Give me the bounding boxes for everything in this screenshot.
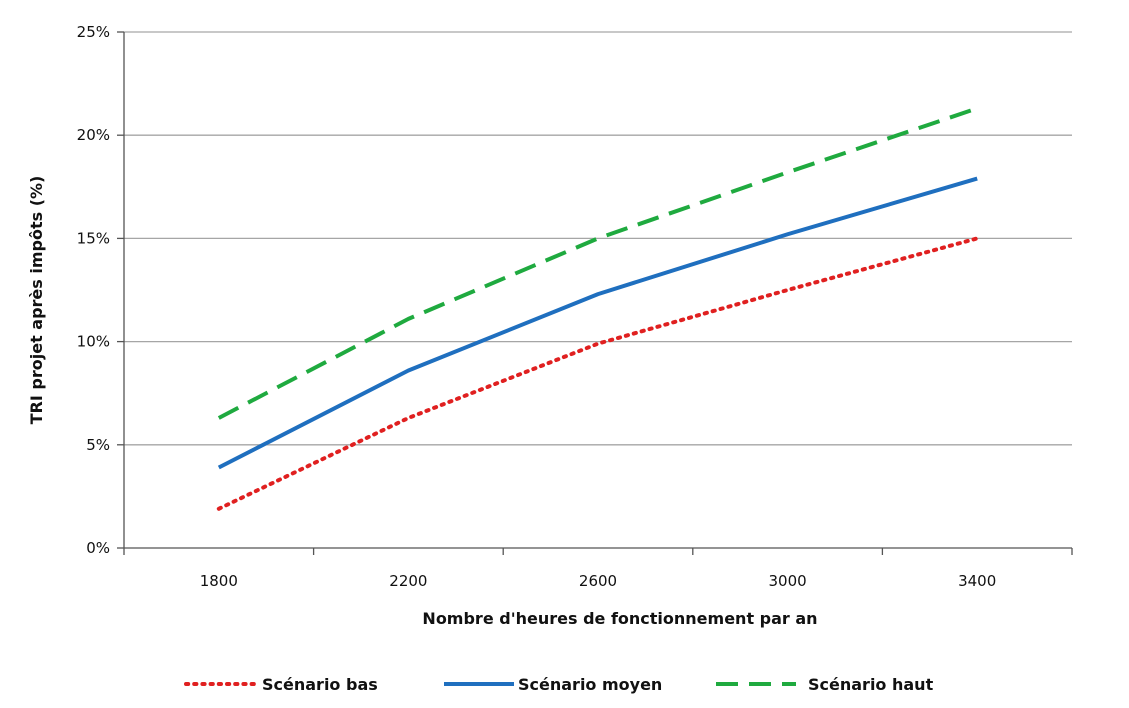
y-tick-label: 5% [86,436,110,454]
series-lines [216,106,980,511]
x-tick-label: 3000 [769,572,807,590]
gridlines [124,31,1072,446]
legend-label: Scénario moyen [518,675,662,694]
x-axis-title: Nombre d'heures de fonctionnement par an [422,609,817,628]
y-tick-label: 10% [77,333,110,351]
x-tick-label: 3400 [958,572,996,590]
x-tick-labels: 1800 2200 2600 3000 3400 [200,572,997,590]
axes [117,31,1073,555]
series-line [217,106,978,420]
y-axis-title: TRI projet après impôts (%) [27,176,46,425]
x-tick-label: 2200 [389,572,427,590]
y-tick-label: 15% [77,229,110,247]
y-tick-label: 0% [86,539,110,557]
legend: Scénario bas Scénario moyen Scénario haut [184,675,934,694]
y-tick-label: 25% [77,23,110,41]
legend-label: Scénario haut [808,675,934,694]
x-tick-label: 1800 [200,572,238,590]
series-line [217,176,978,470]
x-tick-label: 2600 [579,572,617,590]
legend-label: Scénario bas [262,675,378,694]
y-tick-label: 20% [77,126,110,144]
series-line [216,236,980,511]
y-tick-labels: 0% 5% 10% 15% 20% 25% [77,23,110,557]
